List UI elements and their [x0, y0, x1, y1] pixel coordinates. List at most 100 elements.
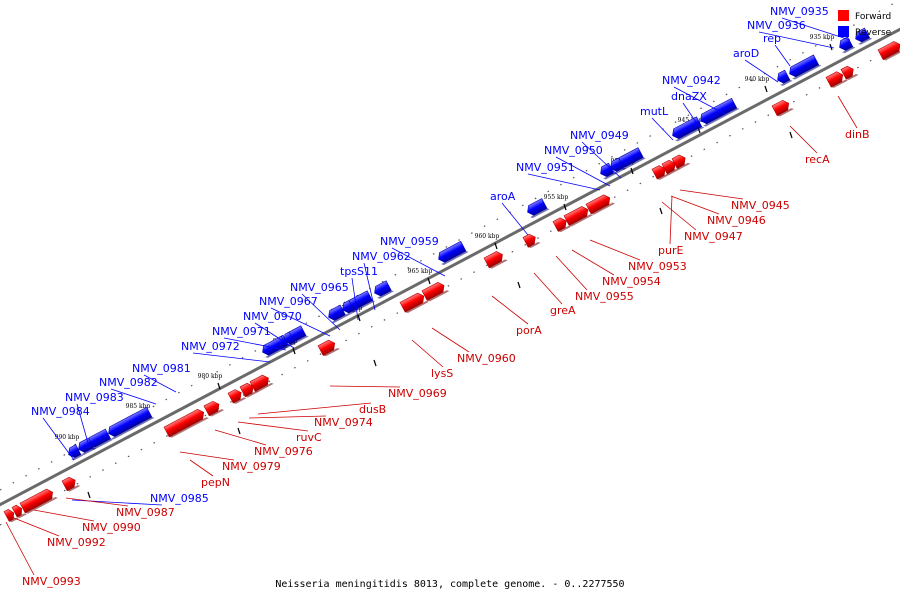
- scale-minor-tick: [659, 207, 663, 215]
- reverse-gene-label: NMV_0982: [99, 376, 158, 389]
- forward-gene-label: NMV_0990: [82, 521, 141, 534]
- forward-gene-body: [399, 292, 425, 313]
- forward-gene: [19, 488, 58, 514]
- forward-gene-body: [163, 408, 205, 438]
- scale-minor-tick: [237, 427, 241, 435]
- legend-reverse-swatch: [838, 26, 849, 37]
- forward-gene: [163, 408, 209, 438]
- forward-gene-body: [227, 389, 242, 404]
- scale-minor-tick: [517, 281, 521, 289]
- reverse-label-leader: [682, 102, 701, 129]
- reverse-gene-label: NMV_0935: [770, 5, 829, 18]
- forward-gene-body: [651, 165, 666, 180]
- reverse-gene-body: [600, 162, 615, 178]
- forward-gene-label: NMV_0987: [116, 506, 175, 519]
- forward-label-leader: [589, 239, 641, 261]
- forward-gene: [317, 339, 340, 357]
- reverse-label-leader: [363, 262, 376, 311]
- forward-label-leader: [491, 295, 529, 325]
- reverse-gene-label: mutL: [640, 105, 669, 118]
- forward-label-leader: [257, 402, 372, 415]
- reverse-label-leader: [110, 388, 157, 405]
- forward-gene-label: NMV_0993: [22, 575, 81, 588]
- forward-gene: [421, 282, 450, 302]
- reverse-gene-label: NMV_0962: [352, 250, 411, 263]
- forward-gene: [771, 99, 794, 117]
- gene-shadow: [91, 438, 114, 450]
- forward-label-leader: [189, 459, 214, 477]
- forward-label-leader: [555, 255, 588, 291]
- forward-label-leader: [33, 509, 95, 522]
- reverse-gene: [342, 300, 357, 316]
- reverse-gene-body: [789, 54, 820, 78]
- forward-label-leader: [329, 385, 401, 388]
- forward-label-leader: [571, 249, 615, 276]
- scale-tick-label: 955 kbp: [544, 194, 569, 201]
- forward-gene-body: [661, 159, 676, 175]
- forward-gene-body: [11, 504, 22, 518]
- forward-gene-body: [19, 488, 53, 514]
- reverse-gene-label: NMV_0983: [65, 391, 124, 404]
- reverse-label-leader: [758, 31, 835, 49]
- reverse-gene: [108, 406, 155, 440]
- reverse-label-leader: [651, 117, 674, 141]
- reverse-gene-label: NMV_0942: [662, 74, 721, 87]
- gene-shadow: [667, 168, 681, 175]
- scale-tick-label: 985 kbp: [126, 403, 151, 410]
- forward-gene-label: greA: [550, 304, 576, 317]
- gene-shadow: [677, 162, 691, 170]
- forward-gene-label: ruvC: [296, 431, 322, 444]
- scale-tick-mark: [217, 382, 221, 390]
- scale-tick-label: 965 kbp: [408, 268, 433, 275]
- forward-gene-label: NMV_0992: [47, 536, 106, 549]
- reverse-gene: [789, 54, 822, 80]
- forward-gene: [522, 233, 541, 248]
- reverse-gene-label: NMV_0984: [31, 405, 90, 418]
- scale-tick-mark: [563, 203, 567, 211]
- gene-shadow: [528, 242, 541, 248]
- scale-tick-mark: [427, 277, 431, 285]
- reverse-gene-label: NMV_0951: [516, 161, 575, 174]
- gene-shadow: [71, 454, 84, 461]
- forward-gene-label: dusB: [359, 403, 386, 416]
- gene-shadow: [530, 208, 550, 218]
- gene-shadow: [621, 157, 646, 170]
- forward-gene-label: NMV_0969: [388, 387, 447, 400]
- reverse-gene: [328, 304, 348, 324]
- forward-guide-line: [0, 44, 900, 526]
- reverse-label-leader: [223, 337, 287, 351]
- gene-shadow: [81, 447, 97, 456]
- gene-shadow: [780, 79, 793, 86]
- reverse-gene-label: aroD: [733, 47, 759, 60]
- forward-gene-label: lysS: [431, 367, 453, 380]
- forward-label-leader: [237, 421, 309, 432]
- forward-gene-label: NMV_0960: [457, 352, 516, 365]
- forward-label-leader: [533, 272, 563, 305]
- gene-shadow: [427, 290, 450, 302]
- reverse-gene: [438, 240, 469, 265]
- forward-gene: [552, 217, 572, 233]
- forward-gene-body: [203, 400, 220, 417]
- forward-gene: [661, 159, 681, 175]
- gene-shadow: [233, 397, 247, 404]
- forward-label-leader: [661, 201, 697, 231]
- reverse-gene-body: [68, 444, 82, 459]
- reverse-gene-label: NMV_0970: [243, 310, 302, 323]
- genome-caption: Neisseria meningitidis 8013, complete ge…: [275, 579, 624, 590]
- forward-gene-body: [771, 99, 790, 117]
- gene-shadow: [405, 300, 430, 313]
- reverse-gene-label: NMV_0967: [259, 295, 318, 308]
- scale-minor-tick: [87, 491, 91, 499]
- forward-gene-body: [671, 154, 686, 169]
- forward-gene-label: NMV_0974: [314, 416, 373, 429]
- reverse-gene: [672, 116, 705, 142]
- reverse-gene: [374, 280, 394, 299]
- forward-gene: [840, 65, 859, 81]
- forward-label-leader: [669, 195, 673, 245]
- gene-shadow: [255, 382, 274, 393]
- forward-gene: [239, 382, 259, 398]
- reverse-gene-label: NMV_0972: [181, 340, 240, 353]
- scale-tick-mark: [630, 167, 634, 175]
- forward-label-leader: [5, 521, 35, 576]
